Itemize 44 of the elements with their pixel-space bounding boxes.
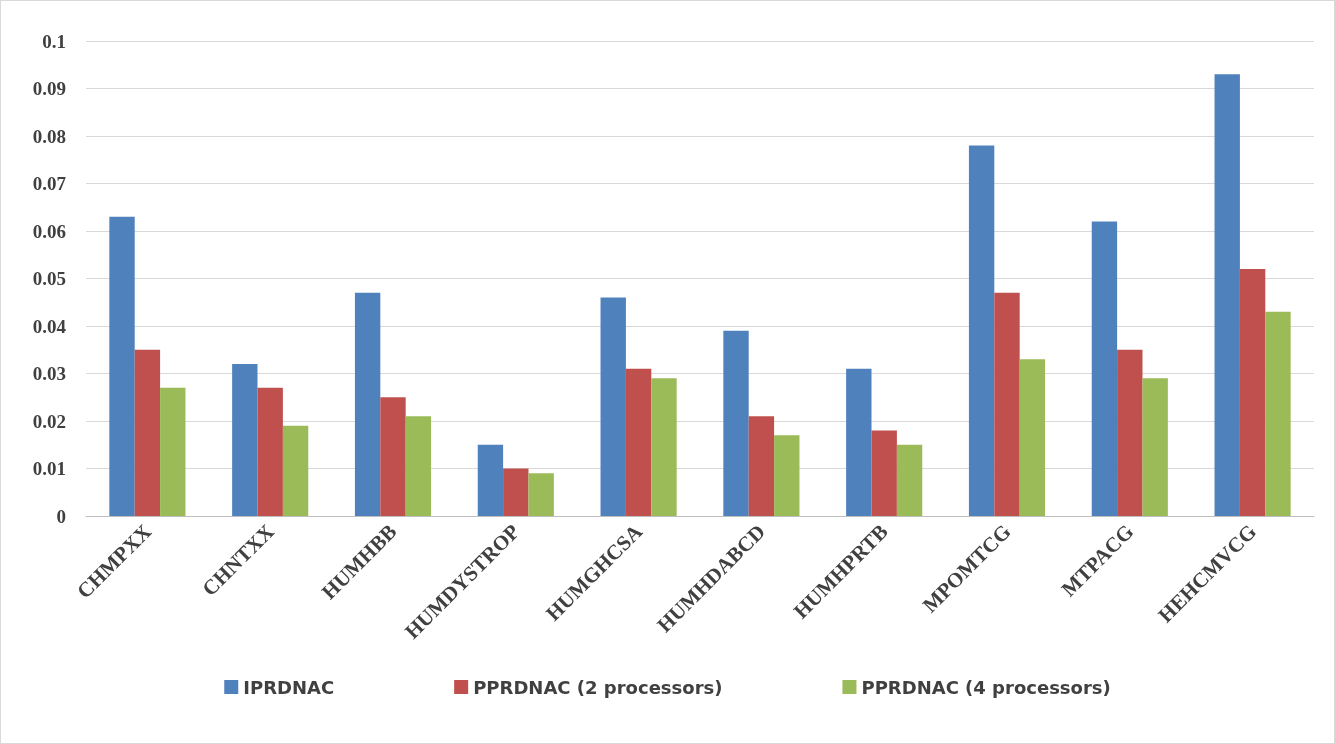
bar (1142, 378, 1168, 516)
bar (748, 416, 775, 516)
bar (994, 292, 1020, 516)
y-tick-label: 0.1 (42, 30, 66, 52)
bar (380, 397, 406, 516)
bar (354, 292, 381, 516)
bar (846, 368, 872, 516)
bar (896, 444, 923, 516)
y-tick-label: 0.08 (32, 125, 66, 147)
bar (1117, 349, 1143, 516)
bar (1239, 269, 1266, 516)
bar (160, 387, 186, 516)
bar (1214, 74, 1240, 516)
y-tick-label: 0.07 (32, 173, 67, 194)
bar (257, 387, 283, 516)
bar (477, 444, 504, 516)
y-tick-label: 0 (56, 505, 66, 527)
bar (723, 330, 749, 516)
bar (1091, 221, 1118, 516)
bar (651, 378, 677, 516)
y-tick-label: 0.03 (32, 363, 66, 384)
bar (774, 435, 800, 516)
bar (968, 145, 995, 516)
bar (282, 425, 309, 516)
bar (1019, 359, 1046, 516)
bar (528, 473, 554, 516)
bar (109, 216, 135, 516)
bar (503, 468, 529, 516)
y-tick-label: 0.06 (32, 220, 66, 242)
bar (232, 364, 258, 516)
bar (600, 297, 626, 516)
bar (134, 349, 161, 516)
legend-label: PPRDNAC (4 processors) (861, 676, 1111, 698)
legend-label: PPRDNAC (2 processors) (473, 676, 723, 698)
bar (871, 430, 897, 516)
legend-label: IPRDNAC (243, 676, 335, 698)
bar (1265, 311, 1291, 516)
y-tick-label: 0.01 (32, 458, 66, 479)
y-tick-label: 0.02 (32, 410, 66, 432)
y-tick-label: 0.04 (32, 315, 67, 337)
y-tick-label: 0.09 (32, 78, 66, 99)
bar (405, 416, 432, 516)
bar (625, 368, 652, 516)
y-tick-label: 0.05 (32, 268, 66, 289)
